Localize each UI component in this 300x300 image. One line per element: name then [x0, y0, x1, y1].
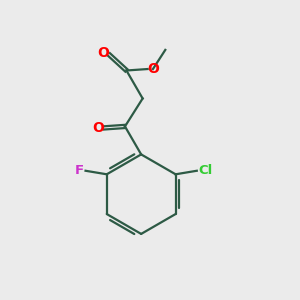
- Text: O: O: [98, 46, 110, 59]
- Text: F: F: [75, 164, 84, 177]
- Text: Cl: Cl: [198, 164, 212, 177]
- Text: O: O: [92, 121, 104, 135]
- Text: O: O: [147, 62, 159, 76]
